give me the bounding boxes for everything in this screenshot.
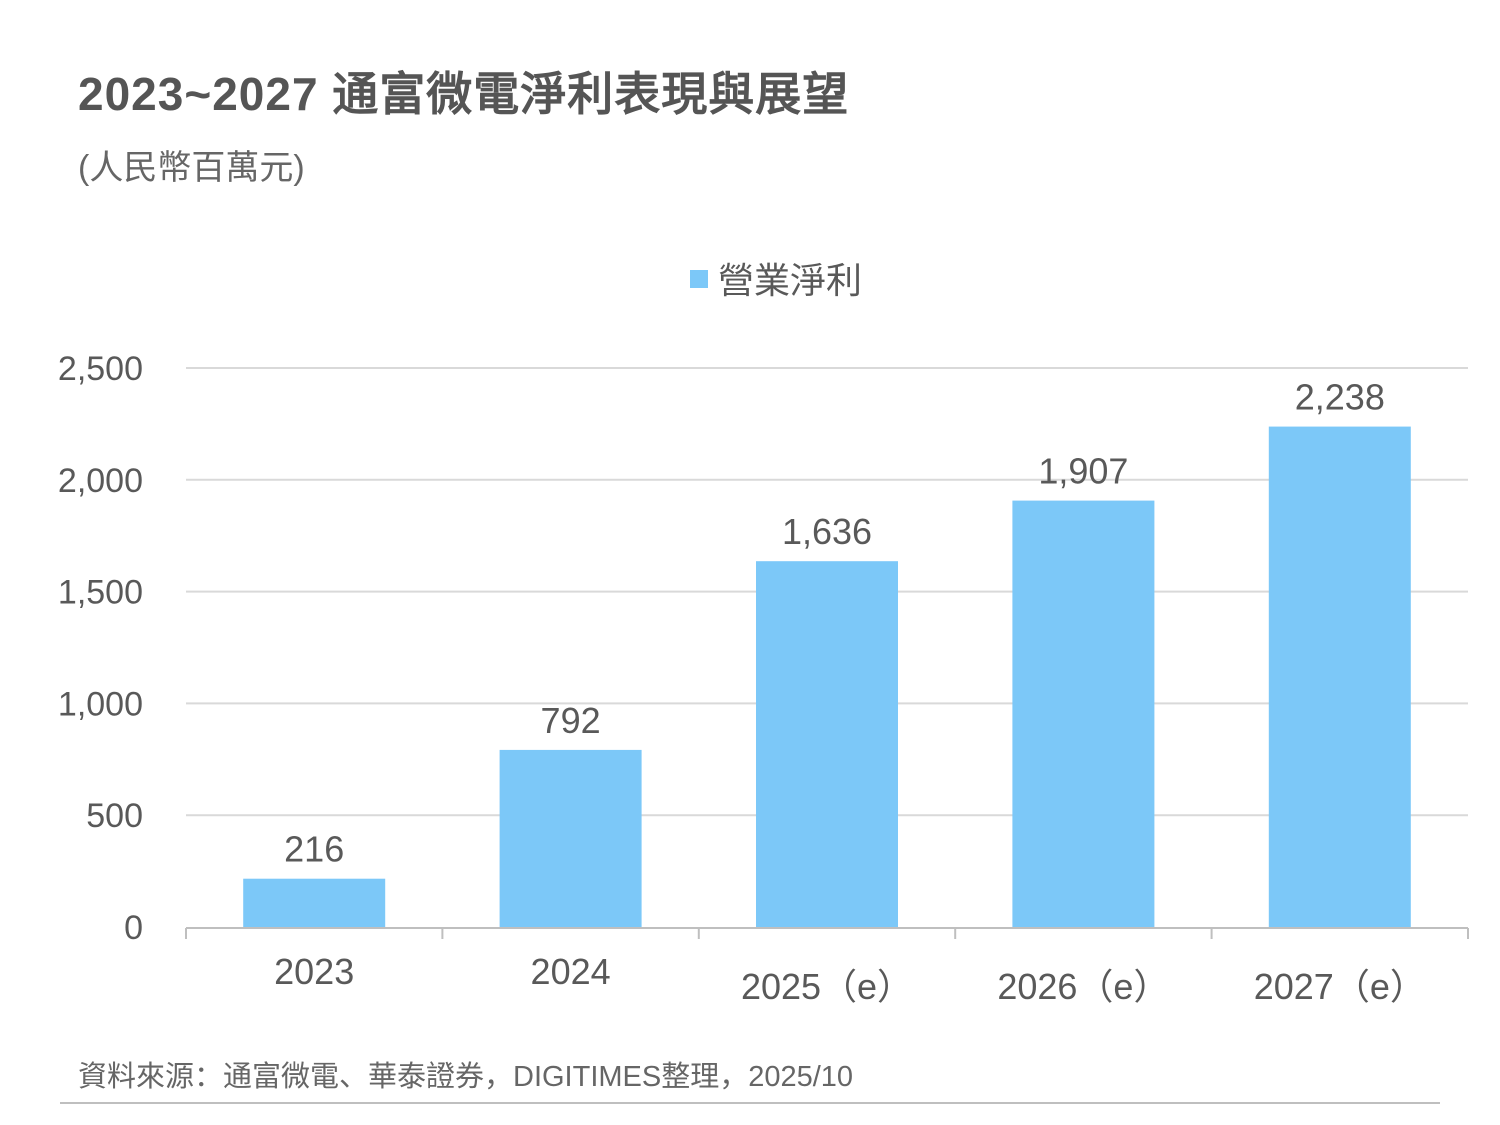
data-labels: 216 792 1,636 1,907 2,238 <box>284 377 1385 870</box>
bar <box>1012 500 1155 927</box>
y-tick-label: 1,500 <box>58 574 143 612</box>
data-label: 1,907 <box>1038 451 1128 492</box>
x-axis-ticks: 2023 2024 2025（e） 2026（e） 2027（e） <box>274 951 1426 1007</box>
legend-label: 營業淨利 <box>718 260 862 301</box>
y-tick-label: 1,000 <box>58 685 143 723</box>
bottom-divider <box>60 1102 1440 1104</box>
data-label: 216 <box>284 829 344 870</box>
x-tick-label: 2024 <box>531 951 611 992</box>
bar-chart: 0 500 1,000 1,500 2,000 2,500 216 792 1,636 1,90… <box>58 260 1469 1007</box>
legend-swatch <box>690 270 708 288</box>
y-tick-label: 500 <box>86 797 143 835</box>
bar <box>1268 426 1411 927</box>
data-label: 792 <box>541 700 601 741</box>
data-label: 2,238 <box>1295 377 1385 418</box>
bar <box>243 878 386 927</box>
chart-subtitle-unit: (人民幣百萬元) <box>78 149 305 187</box>
x-tick-label: 2023 <box>274 951 354 992</box>
bar <box>499 749 642 927</box>
chart-title: 2023~2027 通富微電淨利表現與展望 <box>78 68 850 120</box>
x-tick-label: 2027（e） <box>1254 966 1426 1007</box>
x-axis <box>185 927 1469 939</box>
x-tick-label: 2026（e） <box>997 966 1169 1007</box>
y-tick-label: 2,500 <box>58 350 143 388</box>
y-tick-label: 0 <box>124 909 143 947</box>
legend: 營業淨利 <box>690 260 862 301</box>
source-note: 資料來源：通富微電、華泰證券，DIGITIMES整理，2025/10 <box>78 1061 854 1093</box>
y-tick-label: 2,000 <box>58 462 143 500</box>
x-tick-label: 2025（e） <box>741 966 913 1007</box>
y-axis-ticks: 0 500 1,000 1,500 2,000 2,500 <box>58 350 143 947</box>
bars <box>243 426 1411 927</box>
data-label: 1,636 <box>782 511 872 552</box>
bar <box>756 561 898 927</box>
